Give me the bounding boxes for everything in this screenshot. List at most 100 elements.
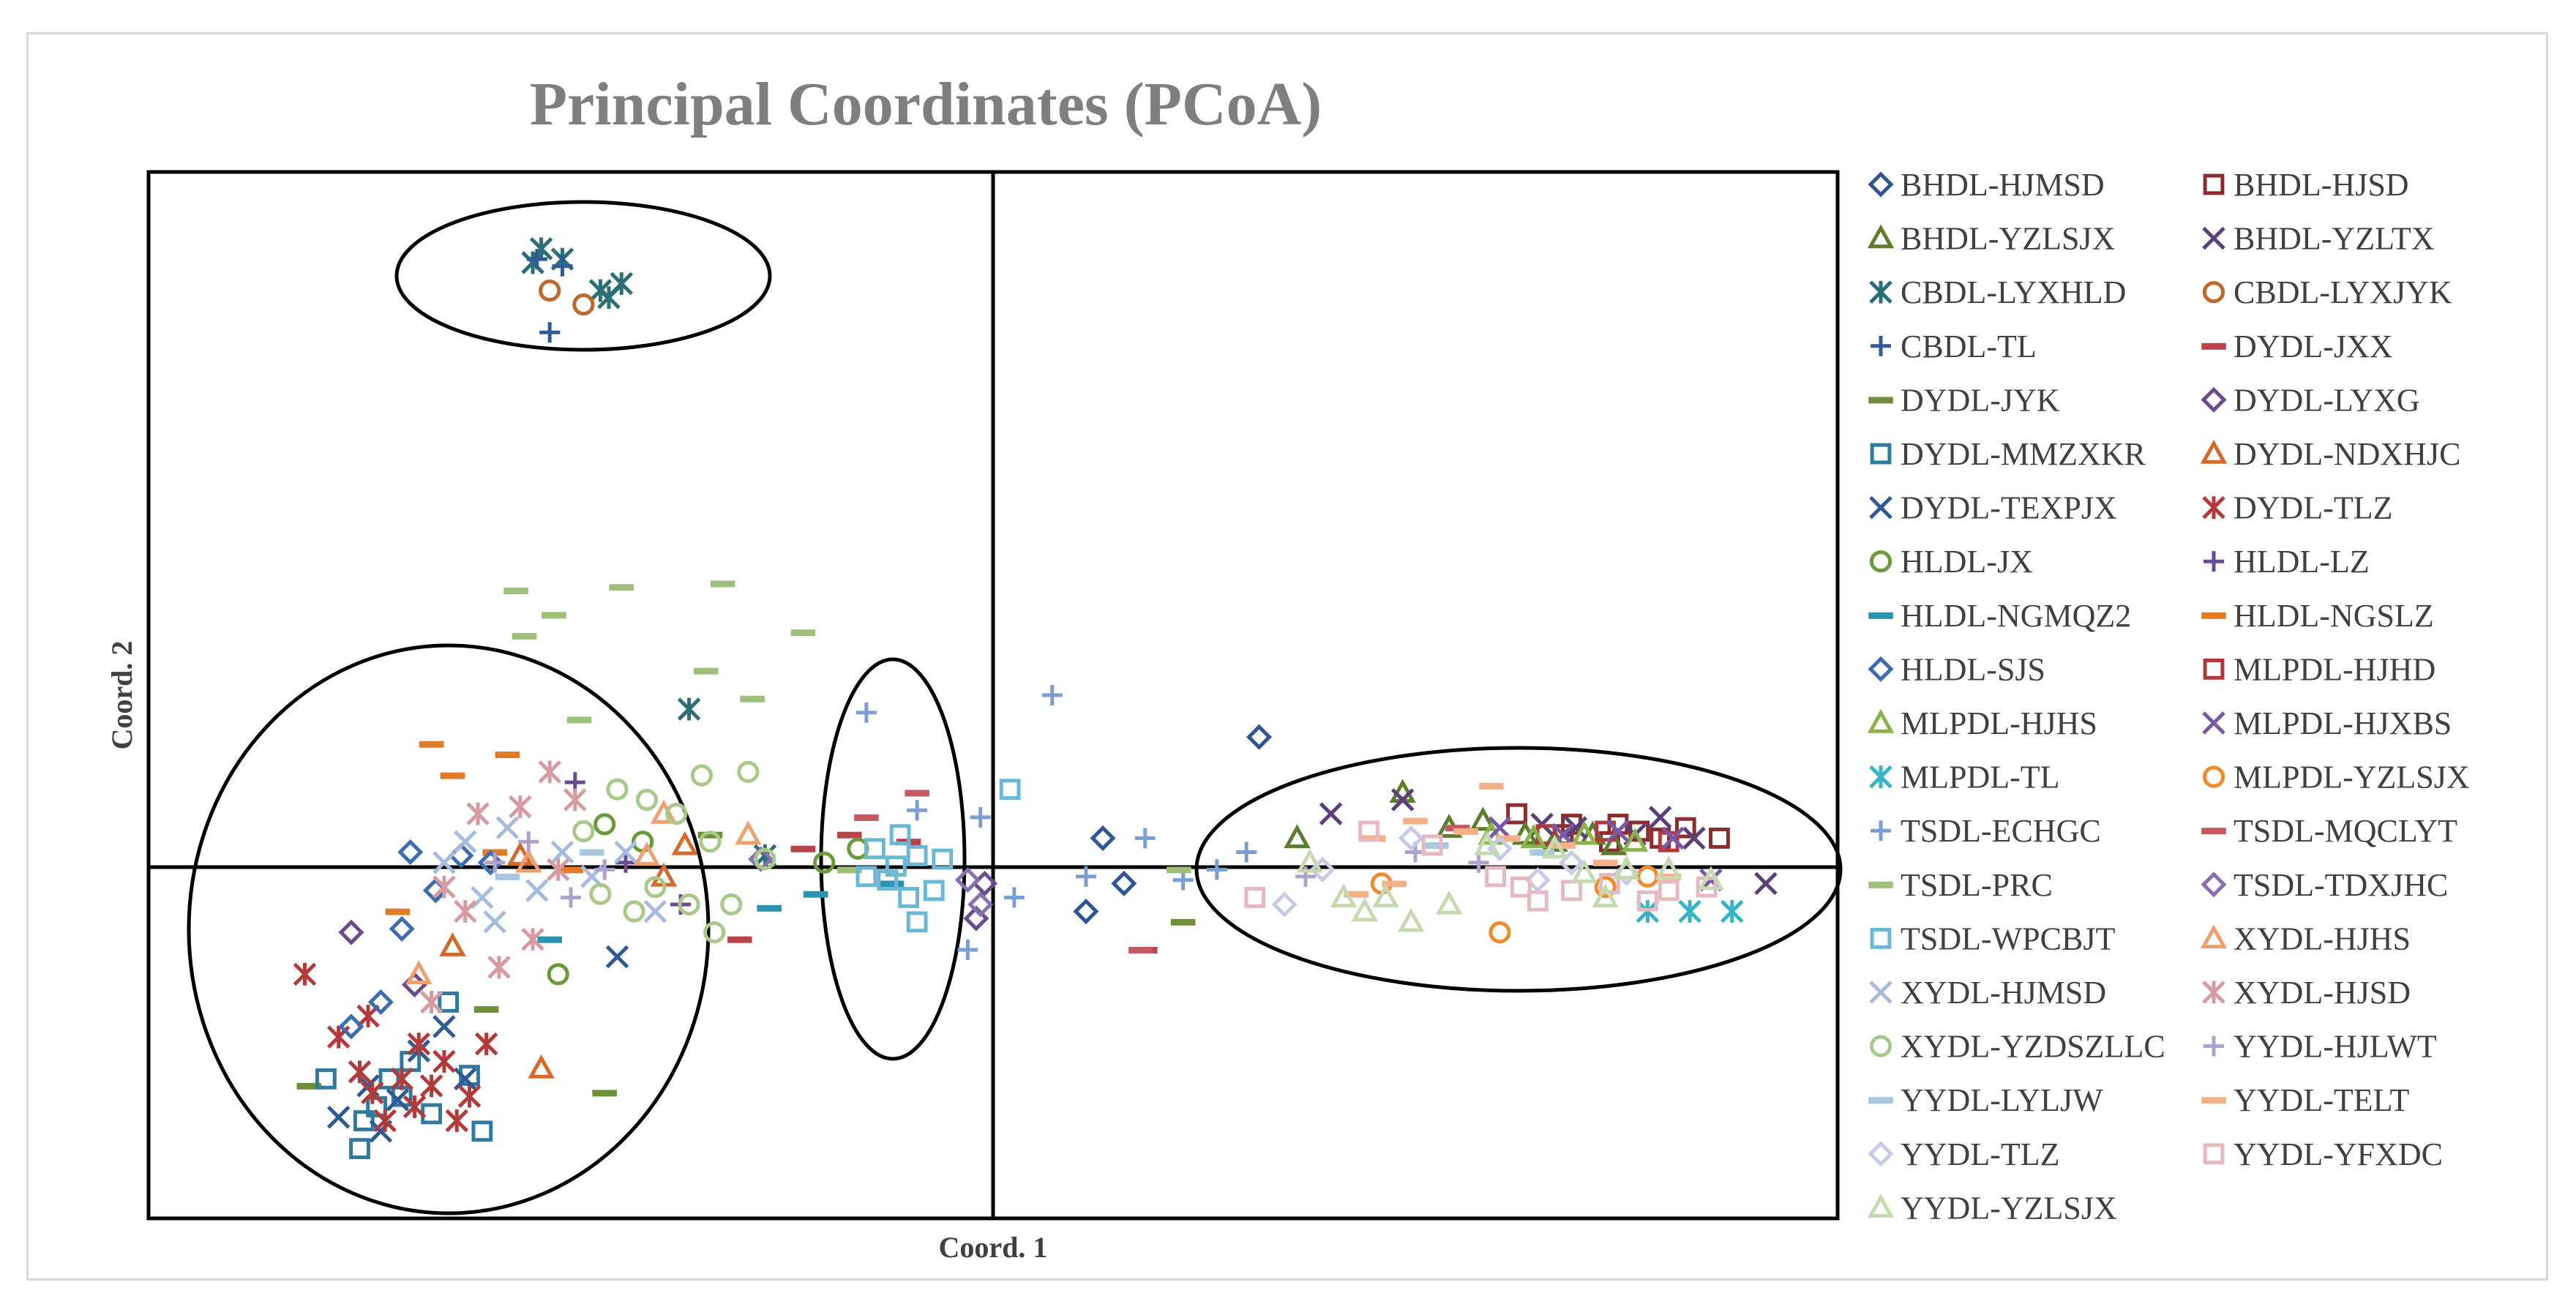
cluster-ellipse-right [1194,746,1843,993]
point-mlpdl-yzlsjx-2 [1594,876,1617,899]
point-tsdl-echgc-0 [855,702,877,723]
point-xydl-hjsd-9 [546,858,570,882]
point-xydl-yzdszllc-2 [635,788,658,812]
legend-label: BHDL-HJSD [2234,167,2409,203]
legend-label: DYDL-JYK [1901,382,2060,418]
point-yydl-lyljw-1 [580,849,604,856]
legend-item-tsdl-mqclyt: TSDL-MQCLYT [2201,813,2457,849]
point-dydl-tlz-0 [293,962,317,986]
legend-item-cbdl-lyxhld: CBDL-LYXHLD [1869,274,2126,310]
point-dydl-jyk-4 [473,1006,499,1013]
point-yydl-yzlsjx-4 [1473,831,1501,855]
point-dydl-tlz-11 [474,1032,498,1056]
point-xydl-hjmsd-7 [643,899,667,923]
legend-label: TSDL-PRC [1901,867,2053,903]
point-tsdl-mqclyt-3 [1445,825,1470,832]
legend-item-hldl-jx: HLDL-JX [1869,544,2033,580]
point-tsdl-echgc-10 [1236,842,1257,863]
legend-marker-yydl-hjlwt [2204,1035,2224,1057]
legend-label: TSDL-ECHGC [1901,813,2101,849]
point-xydl-hjsd-1 [508,795,532,819]
point-dydl-mmzxkr-8 [438,992,460,1013]
point-xydl-hjsd-6 [487,956,511,979]
point-xydl-hjmsd-8 [453,830,477,853]
legend-label: TSDL-WPCBJT [1901,921,2115,956]
point-tsdl-wpcbjt-3 [906,844,928,866]
point-dydl-ndxhjc-0 [528,1054,555,1079]
legend-label: MLPDL-TL [1901,760,2060,795]
point-dydl-jyk-3 [1170,918,1196,926]
legend-label: BHDL-YZLSJX [1901,221,2115,257]
point-yydl-lyljw-3 [1530,849,1554,856]
point-hldl-jx-1 [594,813,616,836]
legend-marker-dydl-ndxhjc [2200,439,2228,464]
point-dydl-texpjx-5 [453,1067,477,1091]
point-xydl-hjsd-7 [521,927,544,951]
point-mlpdl-tl-2 [1720,899,1744,923]
point-cbdl-lyxhld-1 [529,237,553,261]
legend-marker-dydl-jxx [2201,342,2226,350]
legend-label: DYDL-MMZXKR [1901,436,2146,472]
point-xydl-hjmsd-9 [483,910,506,934]
point-xydl-hjsd-3 [564,788,587,812]
point-dydl-mmzxkr-7 [471,1120,493,1142]
legend-marker-dydl-lyxg [2201,386,2227,413]
point-tsdl-echgc-6 [957,939,978,960]
point-tsdl-mqclyt-2 [905,790,929,797]
point-xydl-hjmsd-0 [433,851,456,874]
point-bhdl-hjsd-0 [1506,803,1527,825]
point-xydl-hjsd-4 [433,875,456,899]
legend-label: XYDL-HJMSD [1901,975,2106,1011]
point-yydl-yfxdc-6 [1658,880,1680,902]
point-dydl-jyk-1 [592,1090,617,1097]
legend-item-dydl-jyk: DYDL-JYK [1868,382,2060,418]
legend-item-bhdl-yzltx: BHDL-YZLTX [2202,221,2435,257]
point-hldl-sjs-2 [389,915,415,942]
point-yydl-hjlwt-2 [561,887,581,908]
legend-item-yydl-lyljw: YYDL-LYLJW [1868,1082,2103,1118]
point-dydl-ndxhjc-1 [439,932,466,956]
legend-item-tsdl-echgc: TSDL-ECHGC [1871,813,2101,849]
point-yydl-yfxdc-0 [1358,820,1379,842]
chart-frame [26,32,2548,1281]
legend-marker-tsdl-prc [1868,881,1893,888]
legend-item-xydl-hjhs: XYDL-HJHS [2200,921,2411,956]
point-dydl-tlz-5 [390,1067,413,1091]
point-dydl-jxx-0 [727,936,752,943]
point-yydl-telt-4 [1551,842,1576,849]
point-dydl-texpjx-0 [326,1105,351,1129]
point-mlpdl-yzlsjx-1 [1489,921,1511,944]
point-tsdl-wpcbjt-4 [898,887,919,908]
legend-item-tsdl-tdxjhc: TSDL-TDXJHC [2201,867,2448,903]
point-xydl-hjmsd-3 [525,879,549,902]
legend-marker-mlpdl-tl [1869,765,1892,789]
point-bhdl-yzltx-5 [1648,806,1672,829]
legend-item-mlpdl-tl: MLPDL-TL [1869,760,2060,795]
point-mlpdl-hjxbs-0 [1488,816,1512,839]
legend-marker-mlpdl-hjhd [2203,659,2225,680]
point-dydl-tlz-8 [433,1049,456,1073]
point-xydl-hjhs-1 [515,848,542,873]
point-hldl-ngmqz2-1 [803,891,828,898]
legend-marker-tsdl-tdxjhc [2201,872,2227,898]
legend-item-mlpdl-hjhs: MLPDL-HJHS [1867,705,2097,741]
point-hldl-lz-1 [615,852,637,873]
legend-marker-tsdl-mqclyt [2201,828,2226,835]
legend-item-mlpdl-hjxbs: MLPDL-HJXBS [2202,705,2452,741]
point-tsdl-echgc-4 [1134,828,1156,849]
legend-marker-hldl-jx [1869,550,1892,573]
legend-marker-mlpdl-hjxbs [2202,711,2225,735]
legend-marker-cbdl-lyxjyk [2202,281,2225,304]
point-xydl-yzdszllc-5 [699,831,722,853]
point-bhdl-yzlsjx-0 [1284,824,1311,849]
point-tsdl-mqclyt-1 [854,814,879,821]
point-tsdl-tdxjhc-0 [967,891,994,918]
point-yydl-yfxdc-3 [1527,890,1549,912]
point-yydl-hjlwt-0 [484,852,506,873]
legend-marker-xydl-yzdszllc [1869,1035,1892,1057]
point-cbdl-lyxhld-5 [597,285,621,310]
legend-label: YYDL-HJLWT [2234,1029,2437,1065]
point-xydl-yzdszllc-3 [665,802,688,825]
point-mlpdl-yzlsjx-3 [1636,865,1659,888]
